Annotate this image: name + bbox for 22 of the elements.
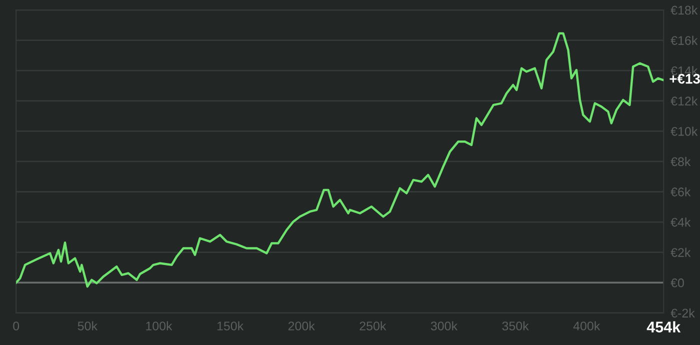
- x-tick-label: 0: [13, 322, 20, 330]
- y-tick-label: €4k: [670, 218, 691, 227]
- x-tick-label: 400k: [573, 321, 600, 330]
- y-tick-label: €10k: [670, 126, 698, 136]
- y-tick-label: €0: [670, 278, 684, 288]
- y-tick-label: €16k: [670, 36, 698, 45]
- x-tick-label: 300k: [430, 321, 458, 330]
- y-tick-label: €2k: [670, 248, 691, 257]
- y-tick-label: €-2k: [670, 308, 695, 318]
- y-tick-label: €18k: [670, 5, 698, 15]
- x-tick-label: 350k: [502, 321, 529, 330]
- x-tick-label: 454k: [646, 321, 681, 332]
- annotation: +€13: [670, 74, 700, 84]
- x-tick-label: 50k: [78, 321, 98, 330]
- y-tick-label: €8k: [670, 156, 691, 166]
- x-tick-label: 100k: [146, 321, 172, 330]
- y-tick-label: €6k: [670, 187, 691, 196]
- y-tick-label: €12k: [670, 96, 698, 106]
- x-tick-label: 150k: [217, 321, 244, 330]
- line-series: [16, 32, 664, 288]
- x-tick-label: 200k: [288, 321, 315, 330]
- x-tick-label: 250k: [360, 321, 386, 330]
